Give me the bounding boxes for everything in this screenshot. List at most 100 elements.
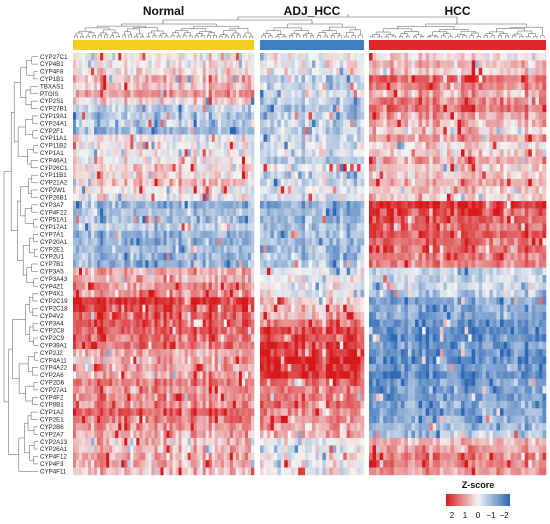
heatmap-cell [284,289,289,298]
heatmap-cell [175,349,179,357]
heatmap-cell [187,223,191,231]
heatmap-cell [175,319,179,328]
heatmap-cell [353,415,358,424]
heatmap-cell [160,97,164,106]
heatmap-cell [287,171,292,180]
heatmap-cell [148,460,152,468]
heatmap-cell [260,245,264,254]
heatmap-cell [136,452,140,461]
heatmap-cell [235,127,240,135]
heatmap-cell [291,90,295,98]
heatmap-cell [154,349,158,357]
heatmap-cell [193,230,197,239]
heatmap-cell [196,393,200,402]
heatmap-cell [145,415,149,424]
heatmap-cell [154,238,158,246]
heatmap-cell [298,156,302,165]
heatmap-cell [109,223,113,231]
heatmap-cell [211,134,216,143]
heatmap-cell [76,312,80,320]
heatmap-cell [115,119,119,128]
heatmap-cell [145,149,149,157]
heatmap-cell [346,97,351,106]
heatmap-cell [223,127,228,135]
heatmap-cell [94,223,98,231]
heatmap-cell [202,460,207,468]
heatmap-cell [190,149,194,157]
heatmap-cell [247,452,252,461]
heatmap-cell [103,289,107,298]
heatmap-cell [136,156,140,165]
heatmap-cell [73,304,77,313]
heatmap-cell [325,97,330,106]
heatmap-cell [346,334,351,342]
heatmap-cell [220,164,225,172]
heatmap-cell [339,334,344,342]
heatmap-cell [76,423,80,431]
heatmap-cell [163,119,167,128]
heatmap-cell [266,97,271,106]
heatmap-cell [273,90,278,98]
heatmap-cell [190,408,194,416]
heatmap-cell [148,75,152,83]
heatmap-cell [294,430,299,439]
heatmap-cell [353,60,358,68]
heatmap-cell [220,349,225,357]
heatmap-cell [325,208,330,217]
heatmap-cell [79,430,83,439]
heatmap-cell [133,408,137,416]
heatmap-cell [145,245,149,254]
heatmap-cell [133,156,137,165]
heatmap-cell [127,467,131,476]
heatmap-cell [124,171,128,180]
heatmap-cell [106,223,110,231]
heatmap-cell [109,141,113,150]
heatmap-cell [211,267,216,276]
heatmap-cell [133,275,137,283]
heatmap-cell [148,326,152,335]
heatmap-cell [193,445,197,453]
heatmap-cell [97,437,101,446]
heatmap-cell [127,97,131,106]
heatmap-cell [241,223,246,231]
heatmap-cell [211,201,216,209]
heatmap-cell [112,215,116,224]
heatmap-cell [148,349,152,357]
heatmap-cell [339,282,344,291]
heatmap-cell [226,289,231,298]
heatmap-cell [169,282,173,291]
heatmap-cell [322,67,327,76]
heatmap-cell [178,67,182,76]
heatmap-cell [205,326,210,335]
heatmap-cell [88,386,92,394]
heatmap-cell [360,289,365,298]
heatmap-cell [260,208,264,217]
heatmap-cell [318,164,323,172]
heatmap-cell [211,149,216,157]
heatmap-cell [88,363,92,372]
heatmap-cell [163,386,167,394]
heatmap-cell [244,408,249,416]
heatmap-cell [241,460,246,468]
heatmap-cell [280,67,285,76]
heatmap-cell [280,289,285,298]
heatmap-cell [142,445,146,453]
heatmap-cell [154,430,158,439]
heatmap-cell [270,423,275,431]
heatmap-cell [211,252,216,261]
heatmap-cell [187,467,191,476]
heatmap-cell [97,334,101,342]
heatmap-cell [329,208,334,217]
heatmap-cell [322,156,327,165]
heatmap-cell [91,341,95,350]
heatmap-cell [106,289,110,298]
heatmap-cell [202,171,207,180]
heatmap-cell [169,82,173,91]
heatmap-cell [82,252,86,261]
heatmap-cell [145,260,149,268]
heatmap-cell [124,393,128,402]
heatmap-cell [263,297,268,305]
heatmap-cell [343,60,347,68]
heatmap-cell [100,186,104,194]
heatmap-cell [346,245,351,254]
